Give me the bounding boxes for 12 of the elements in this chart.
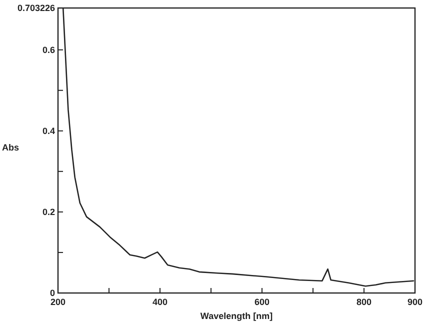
y-tick-label: 0.703226 [17,3,55,13]
y-axis-title: Abs [2,142,20,152]
x-tick-label: 900 [407,297,423,307]
y-tick-label: 0.2 [42,206,55,217]
y-tick-label: 0.6 [42,44,55,55]
y-tick-label: 0 [50,288,55,298]
x-tick-label: 800 [356,297,372,307]
x-tick-label: 600 [254,297,270,307]
x-tick-label: 200 [50,297,66,307]
x-axis-title: Wavelength [nm] [200,311,273,321]
y-tick-label: 0.4 [42,126,55,136]
x-tick-label: 400 [152,297,168,307]
